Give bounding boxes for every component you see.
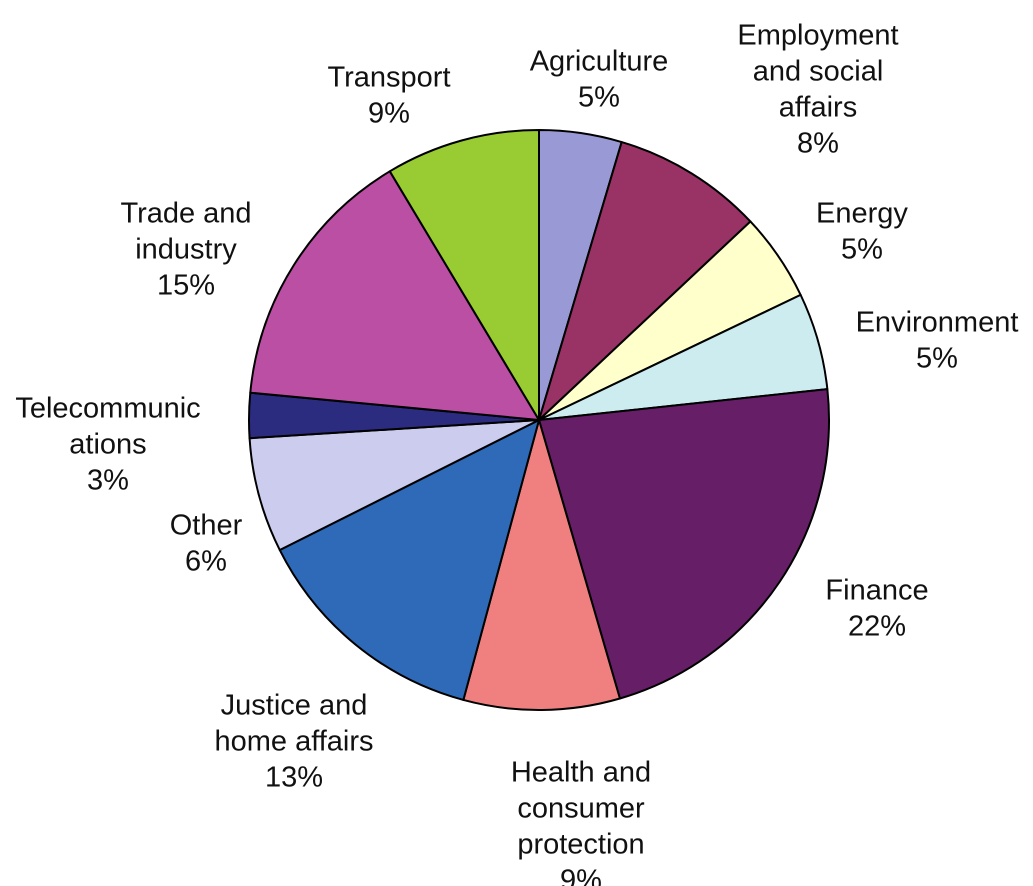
slice-label-text-trade: Trade and industry 15%: [120, 198, 251, 302]
slice-category-label: and social: [753, 56, 884, 88]
slice-percent-label: 6%: [185, 546, 227, 578]
slice-category-label: Environment: [856, 307, 1019, 339]
slice-percent-label: 5%: [841, 234, 883, 266]
slice-label-justice: Justice and home affairs 13%: [214, 690, 373, 794]
slice-category-label: ations: [69, 429, 146, 461]
slice-label-trade: Trade and industry 15%: [120, 198, 251, 302]
slice-category-label: protection: [517, 829, 644, 861]
slice-label-employment: Employment and social affairs 8%: [737, 20, 898, 160]
slice-label-other: Other 6%: [170, 510, 243, 578]
slice-category-label: Finance: [825, 575, 928, 607]
slice-category-label: Trade and: [120, 198, 251, 230]
slice-category-label: consumer: [517, 793, 645, 825]
slice-label-text-employment: Employment and social affairs 8%: [737, 20, 898, 160]
slice-label-text-telecom: Telecommunic ations 3%: [15, 393, 200, 497]
slice-label-text-other: Other 6%: [170, 510, 243, 578]
slice-category-label: affairs: [779, 92, 857, 124]
slice-percent-label: 8%: [797, 128, 839, 160]
slice-percent-label: 9%: [560, 865, 602, 886]
slice-category-label: Justice and: [221, 690, 368, 722]
pie-slice-health: [462, 419, 621, 711]
slice-percent-label: 9%: [368, 98, 410, 130]
slice-percent-label: 22%: [848, 611, 906, 643]
slice-label-agriculture: Agriculture 5%: [530, 46, 669, 114]
pie-slice-transport: [388, 129, 540, 421]
slice-category-label: Telecommunic: [15, 393, 200, 425]
slice-percent-label: 5%: [916, 343, 958, 375]
slice-label-text-environment: Environment 5%: [856, 307, 1019, 375]
slice-category-label: Other: [170, 510, 243, 542]
slice-percent-label: 15%: [157, 270, 215, 302]
slice-label-finance: Finance 22%: [825, 575, 928, 643]
slice-category-label: home affairs: [214, 726, 373, 758]
slice-category-label: Employment: [737, 20, 898, 52]
pie-slice-trade: [249, 170, 540, 421]
slice-percent-label: 13%: [265, 762, 323, 794]
slice-label-text-justice: Justice and home affairs 13%: [214, 690, 373, 794]
pie-slice-employment: [538, 141, 752, 421]
pie-slice-finance: [538, 388, 830, 700]
slice-label-text-energy: Energy 5%: [816, 198, 908, 266]
slice-label-text-transport: Transport 9%: [327, 62, 450, 130]
pie-slice-justice: [278, 419, 540, 701]
slice-category-label: Agriculture: [530, 46, 669, 78]
pie-slice-other: [248, 419, 540, 552]
pie-labels: Agriculture 5% Employment and social affairs…: [15, 20, 1018, 886]
slice-label-health: Health and consumer protection 9%: [511, 757, 651, 886]
slice-label-text-finance: Finance 22%: [825, 575, 928, 643]
slice-category-label: Health and: [511, 757, 651, 789]
pie-slices: [248, 129, 830, 711]
slice-label-energy: Energy 5%: [816, 198, 908, 266]
slice-label-transport: Transport 9%: [327, 62, 450, 130]
slice-category-label: industry: [135, 234, 237, 266]
slice-category-label: Energy: [816, 198, 908, 230]
slice-label-text-health: Health and consumer protection 9%: [511, 757, 651, 886]
slice-category-label: Transport: [327, 62, 450, 94]
slice-percent-label: 5%: [578, 82, 620, 114]
slice-label-environment: Environment 5%: [856, 307, 1019, 375]
slice-label-telecom: Telecommunic ations 3%: [15, 393, 200, 497]
slice-percent-label: 3%: [87, 465, 129, 497]
slice-label-text-agriculture: Agriculture 5%: [530, 46, 669, 114]
